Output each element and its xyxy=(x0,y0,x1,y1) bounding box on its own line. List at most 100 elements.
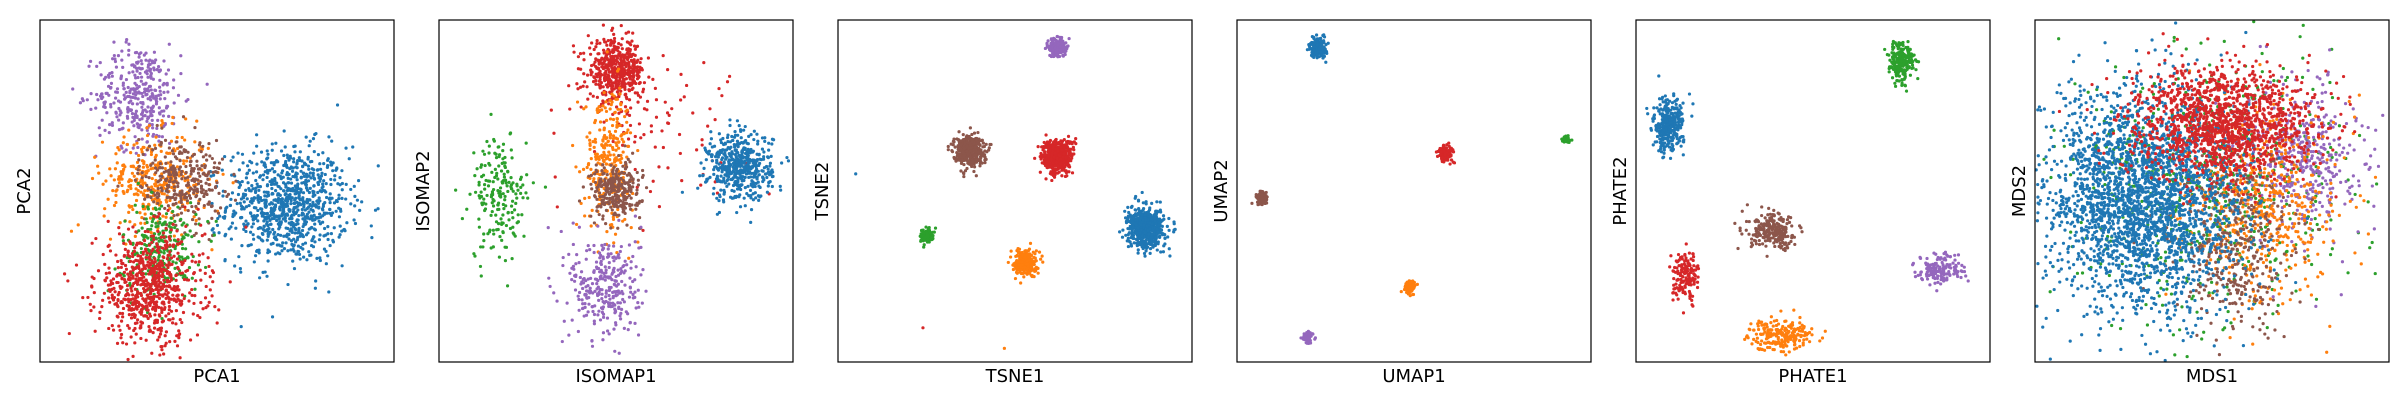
data-point xyxy=(258,236,262,240)
data-point xyxy=(194,204,198,209)
data-point xyxy=(256,219,260,223)
data-point xyxy=(763,136,767,140)
data-point xyxy=(134,198,139,203)
data-point xyxy=(192,301,196,306)
data-point xyxy=(619,267,623,271)
data-point xyxy=(108,283,113,287)
data-point xyxy=(131,164,135,168)
data-point xyxy=(685,83,689,88)
data-point xyxy=(317,219,321,223)
data-point xyxy=(719,141,724,145)
data-point xyxy=(497,154,501,159)
data-point xyxy=(141,297,145,301)
data-point xyxy=(571,242,575,247)
data-point xyxy=(305,179,309,184)
data-point xyxy=(519,175,523,179)
data-point xyxy=(197,240,201,244)
data-point xyxy=(94,106,98,110)
data-point xyxy=(117,118,121,122)
data-point xyxy=(722,192,726,196)
data-point xyxy=(92,291,96,295)
data-point xyxy=(601,104,605,108)
data-point xyxy=(611,183,615,187)
data-point xyxy=(197,143,202,147)
data-point xyxy=(136,295,140,299)
data-point xyxy=(214,138,219,143)
data-point xyxy=(191,210,196,214)
data-point xyxy=(766,184,770,188)
data-point xyxy=(608,117,613,121)
data-point xyxy=(293,150,297,154)
data-point xyxy=(207,264,211,269)
data-point xyxy=(98,316,102,321)
data-point xyxy=(619,23,623,28)
data-point xyxy=(340,188,344,192)
data-point xyxy=(274,141,278,145)
data-point xyxy=(753,191,757,195)
data-point xyxy=(168,340,172,344)
data-point xyxy=(338,207,343,211)
data-point xyxy=(129,316,134,320)
data-point xyxy=(589,276,593,280)
data-point xyxy=(133,73,137,77)
data-point xyxy=(665,111,670,115)
data-point xyxy=(204,189,208,193)
data-point xyxy=(161,114,166,118)
data-point xyxy=(615,190,619,194)
data-point xyxy=(620,64,624,68)
data-point xyxy=(150,176,154,181)
data-point xyxy=(609,172,613,176)
data-point xyxy=(316,153,321,157)
data-point xyxy=(128,89,132,93)
data-point xyxy=(603,278,607,282)
data-point xyxy=(477,225,481,229)
data-point xyxy=(90,285,94,289)
data-point xyxy=(600,292,604,296)
data-point xyxy=(270,178,274,182)
data-point xyxy=(221,215,225,219)
data-point xyxy=(710,153,714,157)
data-point xyxy=(150,118,154,122)
data-point xyxy=(628,123,633,128)
data-point xyxy=(491,228,495,232)
data-point xyxy=(228,203,232,208)
data-point xyxy=(194,279,198,283)
data-point xyxy=(162,59,166,63)
data-point xyxy=(625,223,629,227)
data-point xyxy=(194,218,198,223)
data-point xyxy=(130,265,134,269)
data-point xyxy=(623,144,627,148)
data-point xyxy=(296,159,300,163)
data-point xyxy=(178,191,182,195)
data-point xyxy=(742,196,746,200)
data-point xyxy=(156,180,160,184)
data-point xyxy=(579,105,583,109)
data-point xyxy=(593,180,598,185)
data-point xyxy=(615,69,620,73)
data-point xyxy=(301,200,305,204)
data-point xyxy=(135,122,139,126)
data-point xyxy=(273,179,277,183)
data-point xyxy=(152,61,157,65)
data-point xyxy=(605,196,609,200)
data-point xyxy=(223,154,227,159)
data-point xyxy=(238,267,242,271)
data-point xyxy=(208,288,212,292)
data-point xyxy=(616,107,620,111)
data-point xyxy=(601,331,606,335)
data-point xyxy=(305,197,309,202)
data-point xyxy=(603,59,607,63)
data-point xyxy=(627,183,632,187)
data-point xyxy=(601,163,605,167)
data-point xyxy=(612,165,616,169)
data-point xyxy=(628,48,632,52)
data-point xyxy=(127,42,131,46)
data-point xyxy=(608,107,612,111)
data-point xyxy=(203,192,207,196)
data-point xyxy=(156,267,160,271)
data-point xyxy=(601,139,605,143)
data-point xyxy=(592,319,596,323)
data-point xyxy=(328,243,332,248)
data-point xyxy=(261,232,265,236)
data-point xyxy=(166,204,170,208)
